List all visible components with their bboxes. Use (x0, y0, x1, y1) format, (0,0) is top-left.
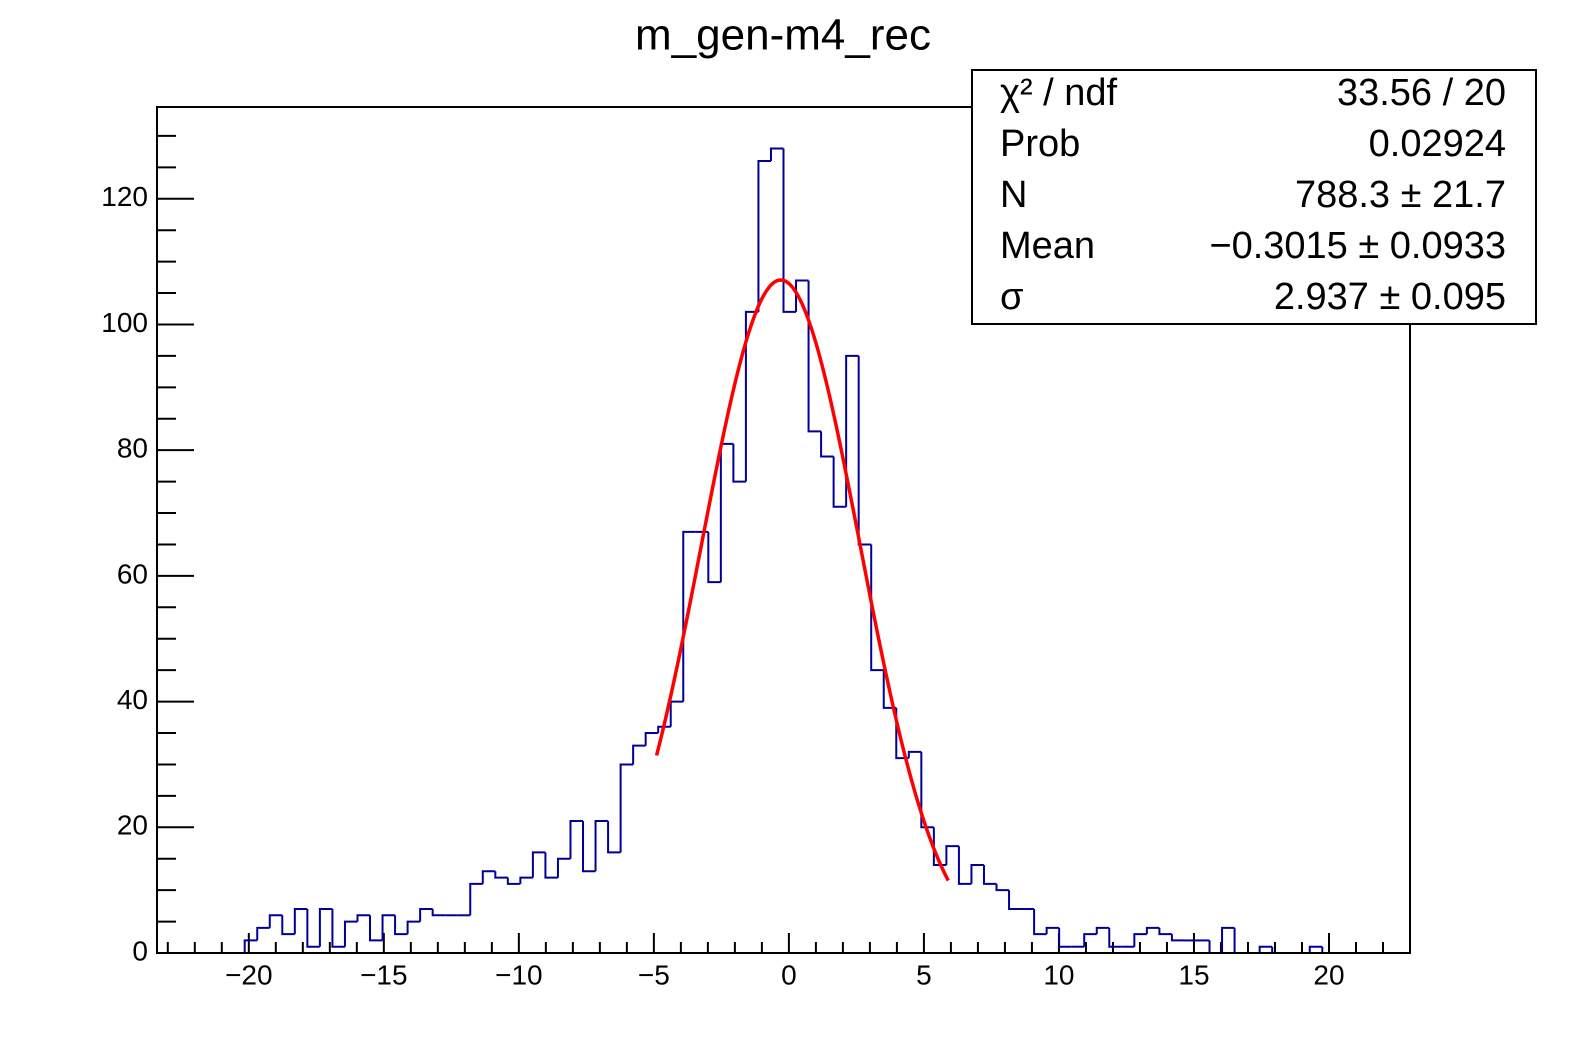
histogram-bin (1108, 927, 1122, 948)
histogram-bin (1058, 927, 1072, 948)
x-tick-label: 5 (916, 959, 932, 990)
y-tick-label: 40 (117, 684, 148, 715)
stats-rows: χ² / ndf 33.56 / 20 Prob 0.02924 N 788.3 ± 21… (1000, 72, 1506, 318)
stat-label: χ² / ndf (1000, 72, 1118, 114)
stat-label: σ (1000, 276, 1023, 318)
histogram-bin (306, 909, 320, 948)
x-tick-label: −5 (638, 959, 670, 990)
histogram-bin (582, 821, 596, 873)
histogram-bin (369, 915, 383, 942)
histogram-bin (945, 845, 959, 866)
histogram-bin (293, 908, 308, 935)
y-tick-label: 0 (132, 935, 148, 966)
histogram-bin (644, 732, 659, 746)
y-tick-label: 60 (117, 558, 148, 589)
histogram-bin (657, 725, 671, 734)
plot-area: −20 −15 −10 −5 0 5 10 15 20 0 20 40 60 80 100 120 (101, 134, 1411, 990)
histogram-bin (243, 939, 258, 953)
histogram-bin (907, 750, 922, 759)
histogram-bin (1145, 926, 1160, 935)
x-tick-label: −10 (495, 959, 543, 990)
stats-box (971, 69, 1537, 325)
histogram-bin (481, 870, 496, 884)
stat-value: 788.3 ± 21.7 (1295, 174, 1506, 216)
y-tick-label: 120 (101, 181, 148, 212)
histogram-bin (419, 908, 433, 922)
stat-label: Mean (1000, 225, 1095, 267)
x-tick-label: −15 (360, 959, 408, 990)
histogram-bin (356, 914, 371, 922)
histogram-bin (431, 909, 446, 917)
histogram-bin (920, 751, 934, 829)
histogram-bin (406, 920, 421, 935)
histogram-bin (707, 531, 721, 584)
histogram-bin (870, 544, 884, 672)
stat-value: −0.3015 ± 0.0933 (1209, 225, 1506, 267)
histogram-bin (995, 883, 1010, 892)
histogram-bin (1170, 934, 1185, 942)
histogram-bin (318, 908, 333, 947)
histogram-bin (331, 909, 345, 948)
histogram-bin (970, 864, 984, 884)
x-tick-label: 10 (1043, 959, 1074, 990)
histogram-bin (381, 914, 396, 941)
frame (156, 106, 1411, 954)
x-tick-label: 0 (781, 959, 797, 990)
histogram-bin (594, 820, 609, 872)
histogram-bin (795, 279, 809, 312)
histogram-bin (1033, 909, 1047, 936)
fit-curve (654, 278, 950, 882)
histogram-bin (1133, 933, 1147, 947)
stat-value: 2.937 ± 0.095 (1274, 276, 1506, 318)
histogram-bin (1221, 926, 1235, 953)
histogram-bin (506, 877, 521, 885)
x-tick-label: −20 (225, 959, 273, 990)
histogram-bin (519, 876, 533, 884)
histogram-bin (845, 354, 859, 507)
histogram-bin (1158, 927, 1172, 936)
histogram-bin (757, 160, 771, 312)
stat-label: Prob (1000, 123, 1080, 165)
histogram-bin (820, 431, 834, 458)
histogram-bin (256, 926, 270, 941)
x-tick-label: 20 (1313, 959, 1344, 990)
stat-label: N (1000, 174, 1027, 216)
histogram-bin (732, 443, 746, 483)
stat-value: 0.02924 (1369, 123, 1506, 165)
histogram-bin (619, 763, 634, 853)
histogram-bin (343, 920, 358, 947)
histogram-bin (556, 857, 571, 878)
histogram-bin (1045, 926, 1060, 935)
histogram-bin (982, 865, 997, 885)
histogram-bin (1083, 933, 1097, 947)
chart-title: m_gen-m4_rec (635, 11, 931, 60)
stat-value: 33.56 / 20 (1337, 72, 1506, 114)
y-tick-label: 80 (117, 433, 148, 464)
histogram-bin (469, 882, 483, 916)
histogram-bin (607, 821, 621, 854)
histogram-bin (807, 280, 822, 433)
histogram-bin (544, 852, 558, 879)
histogram-bin (394, 915, 408, 936)
y-tick-label: 20 (117, 810, 148, 841)
histogram-bin (1095, 926, 1110, 935)
histogram-bin (1008, 890, 1022, 911)
histogram-bin (782, 148, 797, 313)
histogram-bin (1308, 945, 1323, 953)
histogram-bin (1258, 945, 1273, 953)
histogram-bin (531, 851, 546, 878)
histogram-bin (268, 914, 283, 928)
histogram-bin (569, 820, 584, 859)
y-tick-label: 100 (101, 307, 148, 338)
histogram-bin (281, 915, 295, 936)
histogram-bin (957, 846, 972, 885)
histogram-bin (494, 871, 508, 879)
histogram-bin (769, 147, 784, 162)
x-tick-label: 15 (1178, 959, 1209, 990)
histogram-bin (632, 744, 646, 765)
histogram-bin (832, 456, 847, 508)
